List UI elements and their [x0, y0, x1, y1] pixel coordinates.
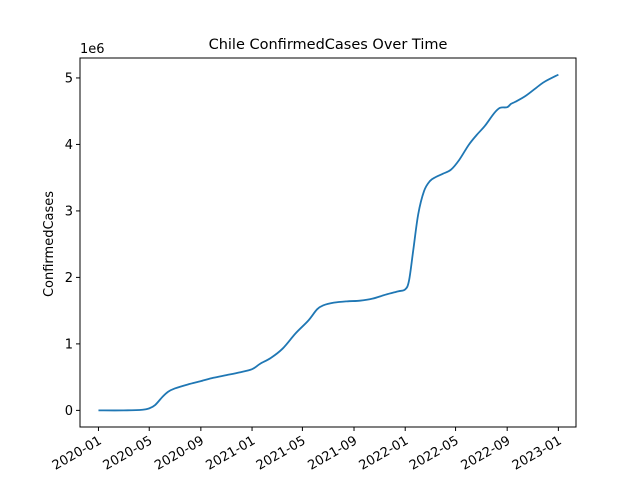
- plot-frame: [79, 57, 577, 428]
- x-tick-label: 2021-09: [305, 433, 360, 473]
- y-offset-label: 1e6: [80, 42, 105, 57]
- x-tick-label: 2020-09: [152, 433, 207, 473]
- y-tick-label: 2: [65, 271, 73, 286]
- y-tick-label: 3: [65, 204, 73, 219]
- x-tick-label: 2022-01: [357, 433, 412, 473]
- y-tick-label: 4: [65, 138, 73, 153]
- x-tick-label: 2021-01: [203, 433, 258, 473]
- x-tick-label: 2022-05: [407, 433, 462, 473]
- x-axis-ticks: 2020-012020-052020-092021-012021-052021-…: [50, 427, 564, 474]
- y-axis-ticks: 0 1 2 3 4 5: [65, 71, 80, 419]
- y-tick-label: 5: [65, 71, 73, 86]
- x-tick-label: 2020-01: [50, 433, 105, 473]
- x-tick-label: 2023-01: [510, 433, 565, 473]
- chart-title: Chile ConfirmedCases Over Time: [209, 37, 448, 53]
- x-tick-label: 2021-05: [254, 433, 309, 473]
- y-tick-label: 0: [65, 404, 73, 419]
- x-tick-label: 2020-05: [101, 433, 156, 473]
- y-tick-label: 1: [65, 337, 73, 352]
- x-tick-label: 2022-09: [459, 433, 514, 473]
- y-axis-label: ConfirmedCases: [42, 191, 57, 297]
- series-line: [98, 73, 559, 412]
